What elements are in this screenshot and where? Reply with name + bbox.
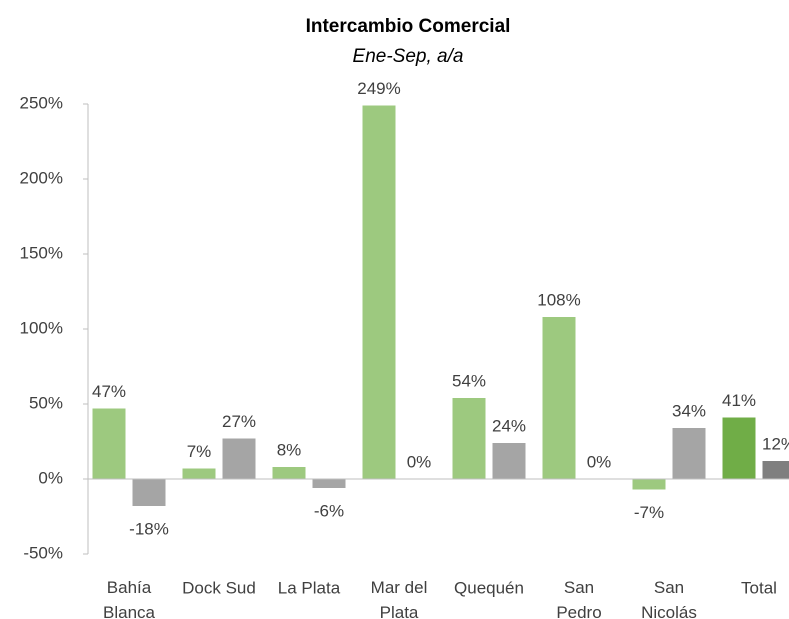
data-label: -18%	[129, 519, 169, 538]
x-tick-label: Bahía Blanca	[103, 578, 156, 619]
y-tick-label: 100%	[20, 318, 63, 337]
x-tick-label: Total	[741, 578, 777, 597]
x-tick-label: Mar del Plata	[371, 578, 428, 619]
bar	[222, 438, 256, 479]
bar	[182, 468, 216, 479]
bar	[132, 479, 166, 506]
data-label: 41%	[722, 391, 756, 410]
bar	[92, 408, 126, 479]
y-tick-label: 0%	[38, 468, 63, 487]
bar	[452, 398, 486, 479]
x-tick-label: Quequén	[454, 578, 524, 597]
data-label: 54%	[452, 371, 486, 390]
x-tick-label: La Plata	[278, 578, 341, 597]
bar	[722, 417, 756, 479]
data-label: 8%	[277, 440, 302, 459]
data-label: 12%	[762, 434, 789, 453]
y-tick-label: 200%	[20, 168, 63, 187]
y-tick-label: 50%	[29, 393, 63, 412]
data-label: 47%	[92, 382, 126, 401]
chart-subtitle: Ene-Sep, a/a	[353, 46, 464, 67]
chart-title: Intercambio Comercial	[306, 16, 511, 37]
data-label: -7%	[634, 503, 664, 522]
data-label: 7%	[187, 442, 212, 461]
bar	[632, 479, 666, 490]
x-tick-label: San Nicolás	[641, 578, 697, 619]
data-label: 34%	[672, 401, 706, 420]
x-tick-label: San Pedro	[556, 578, 601, 619]
data-label: 108%	[537, 290, 580, 309]
y-tick-label: 150%	[20, 243, 63, 262]
bar	[272, 467, 306, 479]
bar	[542, 317, 576, 479]
y-tick-label: -50%	[23, 543, 63, 562]
data-label: 0%	[407, 452, 432, 471]
data-label: 24%	[492, 416, 526, 435]
bar	[362, 105, 396, 479]
y-tick-label: 250%	[20, 93, 63, 112]
data-label: 27%	[222, 412, 256, 431]
bar	[672, 428, 706, 479]
bar	[762, 461, 789, 479]
x-tick-label: Dock Sud	[182, 578, 256, 597]
data-label: 0%	[587, 452, 612, 471]
bar	[492, 443, 526, 479]
data-label: -6%	[314, 501, 344, 520]
bar	[312, 479, 346, 488]
data-label: 249%	[357, 79, 400, 98]
